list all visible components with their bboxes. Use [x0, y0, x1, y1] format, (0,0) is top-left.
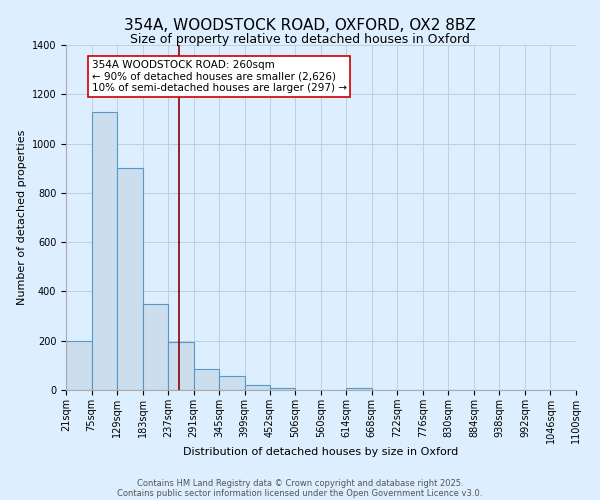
- Bar: [92, 112, 117, 390]
- Text: Size of property relative to detached houses in Oxford: Size of property relative to detached ho…: [130, 32, 470, 46]
- Bar: [168, 342, 194, 390]
- Text: Contains HM Land Registry data © Crown copyright and database right 2025.: Contains HM Land Registry data © Crown c…: [137, 478, 463, 488]
- Text: 354A WOODSTOCK ROAD: 260sqm
← 90% of detached houses are smaller (2,626)
10% of : 354A WOODSTOCK ROAD: 260sqm ← 90% of det…: [92, 60, 347, 93]
- Bar: [117, 168, 143, 390]
- Bar: [346, 388, 372, 390]
- Bar: [219, 376, 245, 390]
- Y-axis label: Number of detached properties: Number of detached properties: [17, 130, 28, 305]
- Bar: [66, 340, 92, 390]
- Bar: [194, 369, 219, 390]
- Bar: [270, 388, 295, 390]
- X-axis label: Distribution of detached houses by size in Oxford: Distribution of detached houses by size …: [184, 447, 458, 457]
- Text: Contains public sector information licensed under the Open Government Licence v3: Contains public sector information licen…: [118, 488, 482, 498]
- Bar: [245, 385, 270, 390]
- Bar: [143, 304, 168, 390]
- Text: 354A, WOODSTOCK ROAD, OXFORD, OX2 8BZ: 354A, WOODSTOCK ROAD, OXFORD, OX2 8BZ: [124, 18, 476, 32]
